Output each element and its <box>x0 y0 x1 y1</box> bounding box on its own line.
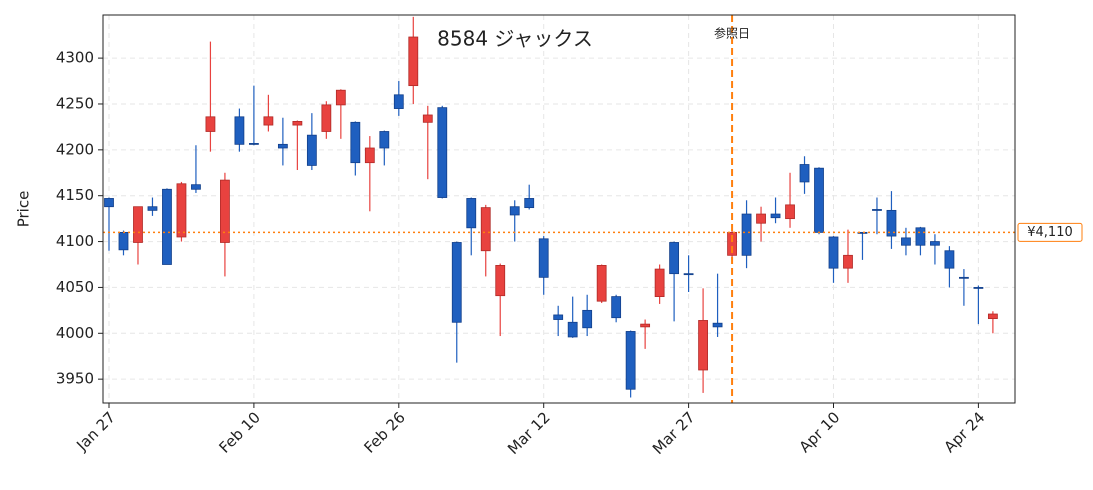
candle-body <box>408 36 419 87</box>
candle-body <box>611 296 622 319</box>
candle-body <box>495 265 506 297</box>
candle-body <box>727 231 737 256</box>
candle-body <box>770 213 781 219</box>
candle-body <box>930 241 940 246</box>
reference-price-label: ¥4,110 <box>1027 225 1073 240</box>
candle-body <box>872 209 882 211</box>
candle-body <box>451 242 462 323</box>
candle-body <box>944 250 955 269</box>
candle-body <box>799 164 810 183</box>
candle-body <box>959 276 969 279</box>
candle-body <box>176 183 187 238</box>
candle-body <box>248 143 259 145</box>
candle-body <box>698 320 708 371</box>
chart-title: 8584 ジャックス <box>437 27 593 51</box>
candle-body <box>466 198 477 229</box>
candle-body <box>205 116 216 132</box>
candle-body <box>567 321 578 338</box>
candle-body <box>843 254 853 269</box>
y-tick-label: 4100 <box>56 232 94 250</box>
candle-body <box>234 116 245 145</box>
y-axis-label: Price <box>15 191 33 228</box>
candle-body <box>335 89 346 106</box>
candle-body <box>147 206 158 211</box>
candle-body <box>886 209 897 237</box>
y-tick-label: 4150 <box>56 186 94 204</box>
plot-frame <box>102 14 1016 404</box>
candle-body <box>191 184 201 190</box>
candle-body <box>712 322 723 328</box>
candle-body <box>118 231 129 251</box>
candle-body <box>625 331 636 390</box>
candle-body <box>364 147 375 164</box>
y-tick-label: 4250 <box>56 94 94 112</box>
candle-body <box>857 231 868 234</box>
candle-body <box>509 206 520 216</box>
candle-body <box>480 207 491 252</box>
candle-body <box>277 143 288 149</box>
candle-body <box>379 131 390 149</box>
candle-body <box>162 188 172 265</box>
candle-body <box>973 287 984 289</box>
candle-body <box>785 204 795 220</box>
y-tick-label: 4300 <box>56 49 94 67</box>
candle-body <box>350 121 361 164</box>
candle-body <box>901 237 911 246</box>
candle-body <box>553 314 564 320</box>
candle-body <box>669 242 680 275</box>
y-tick-label: 4050 <box>56 278 94 296</box>
candle-body <box>437 107 448 198</box>
candle-body <box>987 313 998 320</box>
reference-price-box <box>1017 222 1083 242</box>
candle-body <box>828 236 839 269</box>
reference-date-label: 参照日 <box>714 26 750 41</box>
candle-body <box>306 134 317 166</box>
candle-body <box>538 238 549 278</box>
candle-body <box>422 114 433 123</box>
y-tick-label: 4200 <box>56 140 94 158</box>
candle-body <box>741 213 752 256</box>
candle-body <box>683 273 694 276</box>
y-tick-label: 3950 <box>56 370 94 388</box>
candle-body <box>393 94 404 109</box>
candle-body <box>321 104 332 132</box>
candle-body <box>756 213 766 224</box>
candle-body <box>654 268 665 297</box>
candle-body <box>292 121 303 126</box>
candle-body <box>596 265 607 302</box>
candle-body <box>582 309 593 329</box>
candle-body <box>220 179 230 243</box>
candle-body <box>263 116 274 126</box>
candle-body <box>133 206 143 243</box>
y-tick-label: 4000 <box>56 324 94 342</box>
candle-body <box>814 167 824 233</box>
candle-body <box>640 323 651 328</box>
candle-body <box>915 227 926 246</box>
candle-body <box>104 198 114 208</box>
candle-body <box>524 198 535 209</box>
